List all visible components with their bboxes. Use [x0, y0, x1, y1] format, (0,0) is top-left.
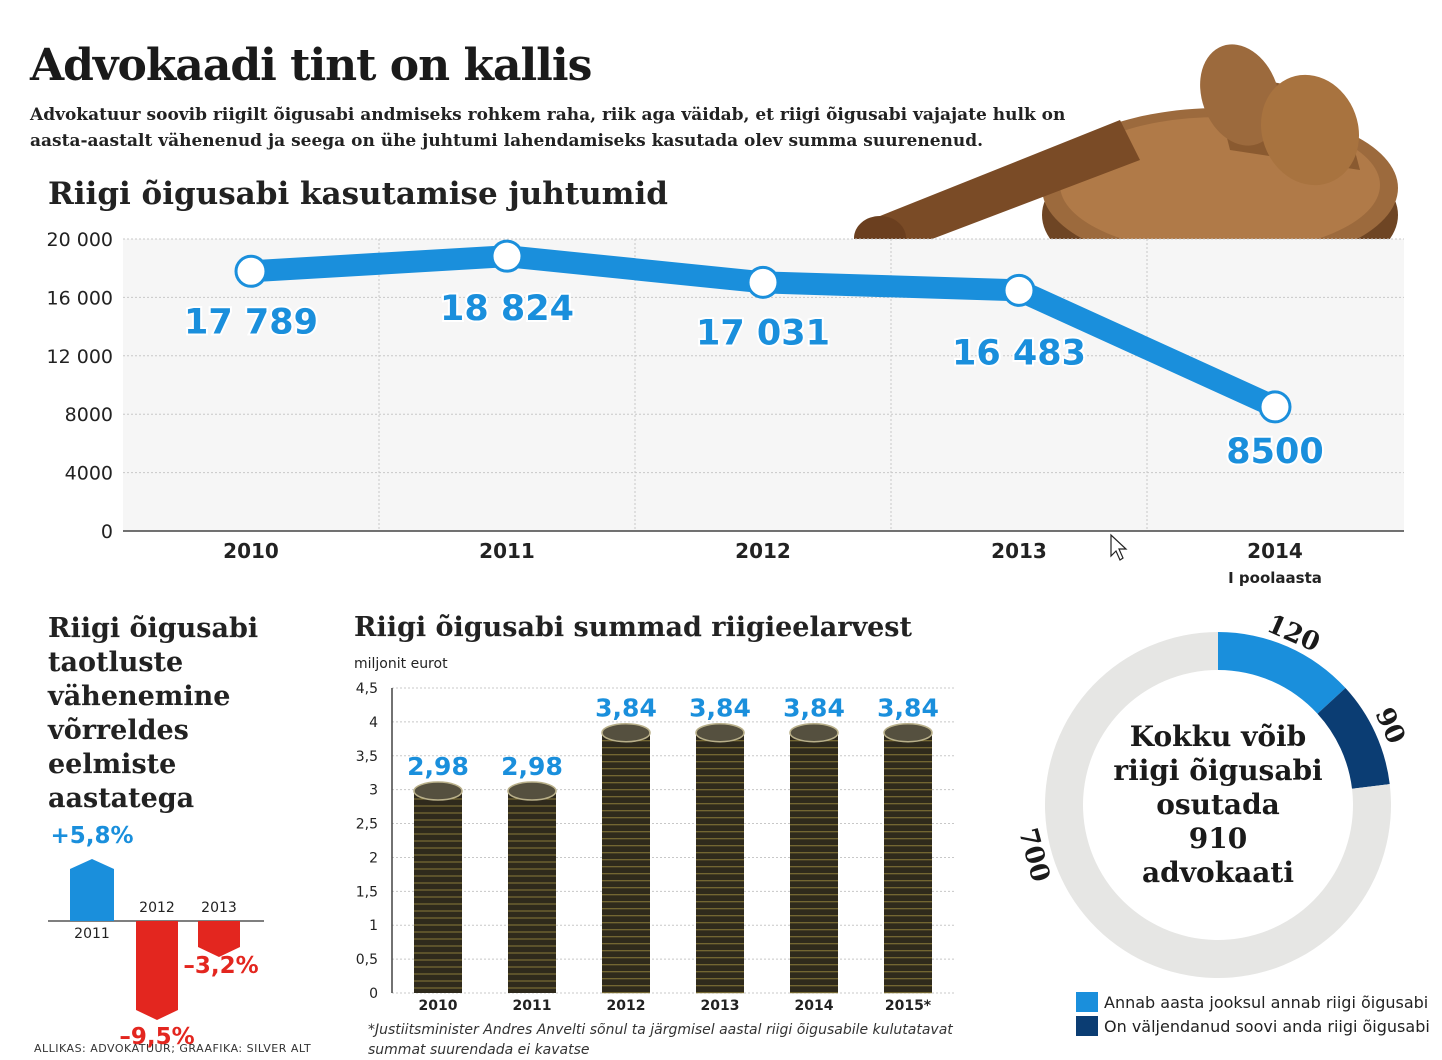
data-label: 16 483 [952, 333, 1086, 373]
source-credit: ALLIKAS: ADVOKATUUR; GRAAFIKA: SILVER AL… [34, 1042, 312, 1055]
x-tick-label: 2012 [735, 539, 791, 563]
bar-value-label: 2,98 [501, 752, 563, 781]
decline-chart: +5,8% 2011 –9,5% 2012 –3,2% 2013 [48, 823, 264, 1050]
y-tick-label: 0,5 [356, 952, 378, 968]
bar [198, 921, 240, 957]
coin-top [507, 781, 557, 801]
y-tick-label: 0 [369, 986, 378, 1002]
decline-chart-title: Riigi õigusabi taotluste vähenemine võrr… [48, 613, 259, 814]
coin-stack [414, 791, 462, 993]
legend-label: On väljendanud soovi anda riigi õigusabi [1104, 1016, 1430, 1036]
coin-stack [508, 791, 556, 993]
x-tick-label: 2014 [795, 998, 834, 1014]
donut-center-line: advokaati [1142, 856, 1294, 889]
y-tick-label: 1,5 [356, 884, 378, 900]
bar [136, 921, 178, 1020]
y-tick-label: 8000 [65, 404, 113, 426]
y-tick-label: 4 [369, 715, 378, 731]
legend-label: Annab aasta jooksul annab riigi õigusabi [1104, 992, 1429, 1012]
page-title: Advokaadi tint on kallis [30, 40, 592, 91]
data-point [1258, 390, 1292, 424]
mouse-cursor-icon [1110, 533, 1128, 561]
coins-chart-title: Riigi õigusabi summad riigieelarvest [354, 612, 912, 643]
x-tick-label: 2010 [419, 998, 458, 1014]
y-tick-label: 2 [369, 850, 378, 866]
data-point [234, 254, 268, 288]
bar-category-label: 2012 [139, 900, 175, 916]
coin-top [695, 722, 745, 743]
coin-stack [884, 732, 932, 993]
bar-value-label: +5,8% [50, 823, 133, 849]
donut-center-line: 910 [1188, 822, 1248, 855]
data-label: 17 031 [696, 313, 830, 353]
page-subtitle: Advokatuur soovib riigilt õigusabi andmi… [30, 105, 1066, 151]
x-tick-label: 2013 [991, 539, 1047, 563]
coin-chart: 0 0,5 1 1,5 2 2,5 3 3,5 4 4,5 2,98 2010 2,98 2011 3,84… [356, 681, 956, 1014]
legend-item: On väljendanud soovi anda riigi õigusabi [1076, 1014, 1430, 1038]
donut-center-line: riigi õigusabi [1113, 754, 1323, 787]
x-tick-label: 2014 [1247, 539, 1303, 563]
legend-item: Annab aasta jooksul annab riigi õigusabi [1076, 990, 1430, 1014]
bar-value-label: 3,84 [877, 694, 939, 723]
y-tick-label: 4000 [65, 463, 113, 485]
bar-value-label: –3,2% [183, 953, 258, 979]
coin-top [789, 722, 839, 743]
y-tick-label: 3 [369, 783, 378, 799]
legend-swatch-light [1076, 992, 1098, 1012]
bar [70, 859, 114, 921]
bar-value-label: –9,5% [119, 1024, 194, 1050]
data-point [490, 239, 524, 273]
donut-center-text: Kokku võib riigi õigusabi osutada 910 ad… [1100, 720, 1336, 890]
y-tick-label: 4,5 [356, 681, 378, 697]
coins-unit-label: miljonit eurot [354, 656, 448, 672]
x-tick-label: 2013 [701, 998, 740, 1014]
data-label: 8500 [1226, 432, 1323, 472]
y-tick-label: 20 000 [47, 229, 113, 251]
x-tick-label: 2011 [479, 539, 535, 563]
y-tick-label: 16 000 [47, 287, 113, 309]
line-chart: 0 4000 8000 12 000 16 000 20 000 17 789 2010 18 … [47, 229, 1404, 587]
data-label: 17 789 [184, 302, 318, 342]
x-tick-sublabel: I poolaasta [1228, 569, 1322, 587]
coin-top [413, 781, 463, 801]
donut-center-line: osutada [1156, 788, 1280, 821]
x-tick-label: 2011 [513, 998, 552, 1014]
coin-top [883, 722, 933, 743]
donut-legend: Annab aasta jooksul annab riigi õigusabi… [1076, 990, 1430, 1038]
y-tick-label: 0 [101, 521, 113, 543]
data-label: 18 824 [440, 289, 574, 329]
donut-center-line: Kokku võib [1129, 720, 1307, 753]
legend-swatch-dark [1076, 1016, 1098, 1036]
bar-value-label: 3,84 [689, 694, 751, 723]
bar-value-label: 3,84 [595, 694, 657, 723]
coin-stack [602, 732, 650, 993]
x-tick-label: 2012 [607, 998, 646, 1014]
data-point [1002, 273, 1036, 307]
data-point [746, 265, 780, 299]
coin-top [601, 722, 651, 743]
y-tick-label: 3,5 [356, 749, 378, 765]
coin-stack [696, 732, 744, 993]
y-tick-label: 12 000 [47, 346, 113, 368]
x-tick-label: 2015* [885, 998, 932, 1014]
y-tick-label: 2,5 [356, 817, 378, 833]
coin-stack [790, 732, 838, 993]
bar-category-label: 2013 [201, 900, 237, 916]
donut-slice [1218, 632, 1346, 714]
y-tick-label: 1 [369, 918, 378, 934]
donut-slice [1317, 688, 1390, 789]
footnote: *Justiitsminister Andres Anvelti sõnul t… [368, 1022, 953, 1058]
x-tick-label: 2010 [223, 539, 279, 563]
bar-value-label: 3,84 [783, 694, 845, 723]
line-chart-title: Riigi õigusabi kasutamise juhtumid [48, 176, 668, 212]
bar-category-label: 2011 [74, 926, 110, 942]
bar-value-label: 2,98 [407, 752, 469, 781]
